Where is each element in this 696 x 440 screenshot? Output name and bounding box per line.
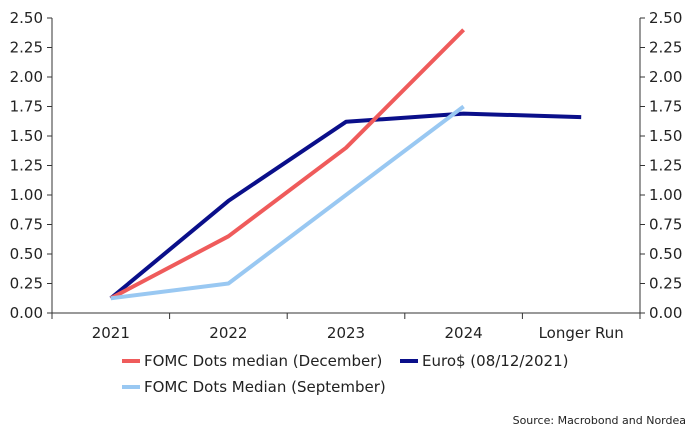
y-tick-label-right-1: 0.25: [649, 275, 682, 293]
y-tick-label-right-8: 2.00: [649, 68, 682, 86]
source-note: Source: Macrobond and Nordea: [513, 414, 686, 427]
y-tick-label-right-3: 0.75: [649, 216, 682, 234]
x-tick-label-3: 2024: [445, 324, 483, 342]
x-tick-label-4: Longer Run: [539, 324, 624, 342]
y-tick-label-left-3: 0.75: [10, 216, 43, 234]
y-tick-label-left-2: 0.50: [10, 245, 43, 263]
series-line-0: [109, 28, 466, 301]
y-tick-label-right-0: 0.00: [649, 304, 682, 322]
y-tick-label-left-1: 0.25: [10, 275, 43, 293]
y-tick-label-left-8: 2.00: [10, 68, 43, 86]
y-tick-label-right-5: 1.25: [649, 157, 682, 175]
series-line-2: [110, 104, 465, 301]
y-tick-label-left-9: 2.25: [10, 39, 43, 57]
legend-label-1: Euro$ (08/12/2021): [422, 352, 568, 370]
legend-label-2: FOMC Dots Median (September): [144, 378, 386, 396]
y-tick-label-left-5: 1.25: [10, 157, 43, 175]
y-tick-label-right-9: 2.25: [649, 39, 682, 57]
y-tick-label-right-6: 1.50: [649, 127, 682, 145]
y-tick-label-left-6: 1.50: [10, 127, 43, 145]
y-tick-label-right-7: 1.75: [649, 98, 682, 116]
x-tick-label-0: 2021: [92, 324, 130, 342]
x-tick-label-1: 2022: [209, 324, 247, 342]
y-tick-label-right-4: 1.00: [649, 186, 682, 204]
y-tick-label-right-10: 2.50: [649, 9, 682, 27]
y-tick-label-left-0: 0.00: [10, 304, 43, 322]
legend-label-0: FOMC Dots median (December): [144, 352, 382, 370]
y-tick-label-left-4: 1.00: [10, 186, 43, 204]
y-tick-label-right-2: 0.50: [649, 245, 682, 263]
y-tick-label-left-10: 2.50: [10, 9, 43, 27]
x-tick-label-2: 2023: [327, 324, 365, 342]
y-tick-label-left-7: 1.75: [10, 98, 43, 116]
series-line-1: [109, 111, 582, 300]
